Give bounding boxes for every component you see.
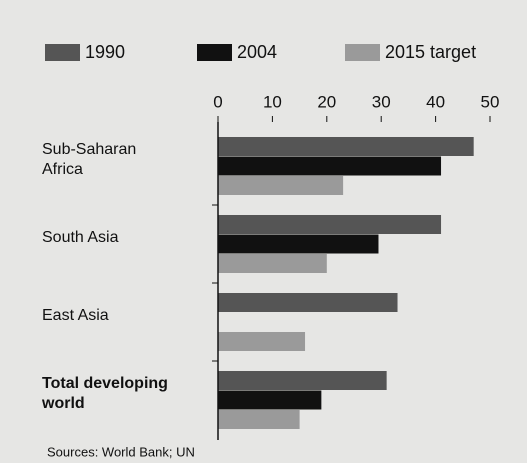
legend-swatch xyxy=(45,44,80,61)
x-tick-label: 10 xyxy=(263,92,282,111)
bar xyxy=(218,410,300,429)
legend-label: 2015 target xyxy=(385,42,476,62)
category-label: East Asia xyxy=(42,307,109,325)
bar xyxy=(218,254,327,273)
x-tick-label: 50 xyxy=(481,92,500,111)
legend-label: 1990 xyxy=(85,42,125,62)
bar xyxy=(218,234,379,254)
bar xyxy=(218,371,387,390)
source: Sources: World Bank; UN xyxy=(47,444,195,459)
x-tick-label: 0 xyxy=(213,92,222,111)
category-label: Total developing world xyxy=(42,375,168,413)
category-label: South Asia xyxy=(42,229,119,247)
bar xyxy=(218,293,398,312)
x-tick-label: 20 xyxy=(317,92,336,111)
bar xyxy=(218,215,442,234)
category-label: Sub-Saharan Africa xyxy=(42,141,137,179)
x-tick-label: 40 xyxy=(426,92,445,111)
x-tick-label: 30 xyxy=(372,92,391,111)
bar xyxy=(218,137,474,156)
bar xyxy=(218,176,344,195)
bar xyxy=(218,390,322,410)
legend-swatch xyxy=(197,44,232,61)
bar xyxy=(218,156,442,176)
legend-label: 2004 xyxy=(237,42,277,62)
legend-swatch xyxy=(345,44,380,61)
bar xyxy=(218,332,306,351)
